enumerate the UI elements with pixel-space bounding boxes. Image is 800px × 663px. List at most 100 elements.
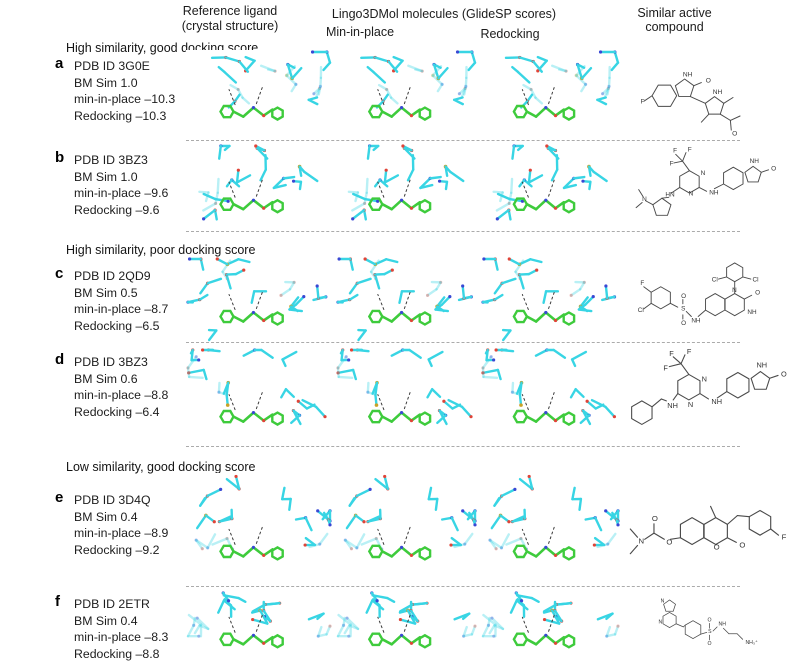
- row-label-c: c: [55, 265, 64, 282]
- docking-panel-a-reference: [186, 50, 332, 138]
- svg-text:F: F: [687, 348, 692, 356]
- svg-text:F: F: [670, 161, 674, 168]
- svg-text:S: S: [681, 306, 685, 313]
- column-header-min-in-place: Min-in-place: [325, 25, 395, 39]
- column-header-lingo3dmol: Lingo3DMol molecules (GlideSP scores): [331, 7, 557, 21]
- row-a-pdb-id: PDB ID 3G0E: [74, 59, 150, 73]
- row-c-info: PDB ID 2QD9 BM Sim 0.5 min-in-place –8.7 Re…: [74, 268, 186, 334]
- row-c-bm-sim: BM Sim 0.5: [74, 285, 138, 300]
- row-f-pdb-id: PDB ID 2ETR: [74, 597, 150, 611]
- docking-panel-c-redocking: [481, 257, 620, 342]
- svg-text:F: F: [782, 532, 787, 541]
- svg-text:N: N: [639, 536, 645, 545]
- docking-panel-e-reference: [186, 473, 332, 585]
- svg-text:NH: NH: [683, 71, 693, 78]
- svg-text:NH: NH: [747, 309, 757, 316]
- svg-text:NH: NH: [691, 317, 701, 324]
- row-b-bm-sim: BM Sim 1.0: [74, 169, 138, 184]
- svg-text:F: F: [688, 147, 692, 154]
- row-a-redocking-score: Redocking –10.3: [74, 108, 167, 123]
- similar-compound-structure-f: N N SO O NH NH₃⁺: [659, 599, 758, 647]
- svg-text:O: O: [706, 78, 711, 85]
- svg-text:Cl: Cl: [638, 307, 644, 314]
- svg-text:F: F: [640, 280, 644, 287]
- row-f-redocking-score: Redocking –8.8: [74, 646, 160, 661]
- row-separator-5: [186, 586, 740, 587]
- docking-panel-a-redocking: [481, 50, 620, 138]
- row-a-bm-sim: BM Sim 1.0: [74, 75, 138, 90]
- docking-panel-c-min-in-place: [336, 257, 477, 342]
- docking-panel-e-min-in-place: [336, 473, 477, 585]
- row-d-min-in-place-score: min-in-place –8.8: [74, 388, 169, 402]
- svg-text:NH: NH: [750, 158, 760, 165]
- row-d-info: PDB ID 3BZ3 BM Sim 0.6 min-in-place –8.8 Re…: [74, 354, 186, 420]
- svg-text:O: O: [708, 641, 712, 647]
- docking-panel-e-redocking: [481, 473, 620, 585]
- column-header-reference-ligand: Reference ligand: [182, 4, 278, 18]
- docking-panel-b-redocking: [481, 144, 620, 230]
- svg-text:O: O: [708, 617, 712, 623]
- row-e-pdb-id: PDB ID 3D4Q: [74, 493, 151, 507]
- svg-text:N: N: [688, 400, 693, 409]
- svg-text:F: F: [669, 349, 674, 358]
- row-a-min-in-place-score: min-in-place –10.3: [74, 92, 176, 106]
- svg-text:HN: HN: [665, 191, 675, 198]
- row-label-a: a: [55, 55, 64, 72]
- svg-text:NH: NH: [667, 401, 678, 410]
- svg-text:N: N: [642, 196, 647, 203]
- docking-panel-a-min-in-place: [336, 50, 477, 138]
- row-e-bm-sim: BM Sim 0.4: [74, 509, 138, 524]
- docking-panel-f-reference: [186, 591, 332, 660]
- row-c-min-in-place-score: min-in-place –8.7: [74, 302, 169, 316]
- row-separator-2: [186, 231, 740, 232]
- row-e-min-in-place-score: min-in-place –8.9: [74, 526, 169, 540]
- column-header-reference-ligand-sub: (crystal structure): [181, 19, 279, 33]
- svg-text:O: O: [652, 514, 658, 523]
- section-title-high-sim-poor-score: High similarity, poor docking score: [66, 243, 256, 257]
- svg-text:O: O: [714, 543, 720, 552]
- svg-text:F: F: [641, 99, 645, 106]
- svg-text:O: O: [771, 166, 776, 173]
- row-b-info: PDB ID 3BZ3 BM Sim 1.0 min-in-place –9.6 Re…: [74, 152, 186, 218]
- docking-panel-f-redocking: [481, 591, 620, 660]
- column-header-similar-active-sub: compound: [645, 20, 704, 34]
- svg-text:N: N: [732, 287, 737, 294]
- svg-text:O: O: [681, 320, 686, 327]
- svg-text:O: O: [755, 289, 760, 296]
- svg-text:N: N: [702, 374, 707, 383]
- svg-text:NH₃⁺: NH₃⁺: [745, 640, 758, 646]
- column-header-redocking: Redocking: [480, 27, 540, 41]
- row-b-min-in-place-score: min-in-place –9.6: [74, 186, 169, 200]
- row-c-redocking-score: Redocking –6.5: [74, 318, 160, 333]
- svg-text:NH: NH: [713, 89, 723, 96]
- row-f-bm-sim: BM Sim 0.4: [74, 613, 138, 628]
- row-f-min-in-place-score: min-in-place –8.3: [74, 630, 169, 644]
- row-d-pdb-id: PDB ID 3BZ3: [74, 355, 148, 369]
- row-b-pdb-id: PDB ID 3BZ3: [74, 153, 148, 167]
- docking-panel-d-reference: [186, 348, 332, 446]
- svg-text:F: F: [673, 148, 677, 155]
- svg-text:NH: NH: [709, 190, 719, 197]
- svg-text:O: O: [739, 541, 745, 550]
- row-b-redocking-score: Redocking –9.6: [74, 202, 160, 217]
- docking-panel-d-min-in-place: [336, 348, 477, 446]
- section-title-low-sim-good-score: Low similarity, good docking score: [66, 460, 256, 474]
- svg-text:F: F: [663, 364, 668, 373]
- svg-text:O: O: [666, 537, 672, 546]
- row-separator-1: [186, 140, 740, 141]
- docking-panel-b-reference: [186, 144, 332, 230]
- similar-compound-structure-e: N O O O O F: [629, 505, 787, 555]
- svg-text:O: O: [732, 130, 737, 137]
- row-a-info: PDB ID 3G0E BM Sim 1.0 min-in-place –10.3 R…: [74, 58, 186, 124]
- svg-text:NH: NH: [719, 622, 727, 628]
- svg-text:Cl: Cl: [712, 277, 718, 284]
- svg-text:N: N: [661, 599, 665, 605]
- row-label-e: e: [55, 489, 64, 506]
- row-label-b: b: [55, 149, 65, 166]
- svg-text:O: O: [781, 369, 787, 378]
